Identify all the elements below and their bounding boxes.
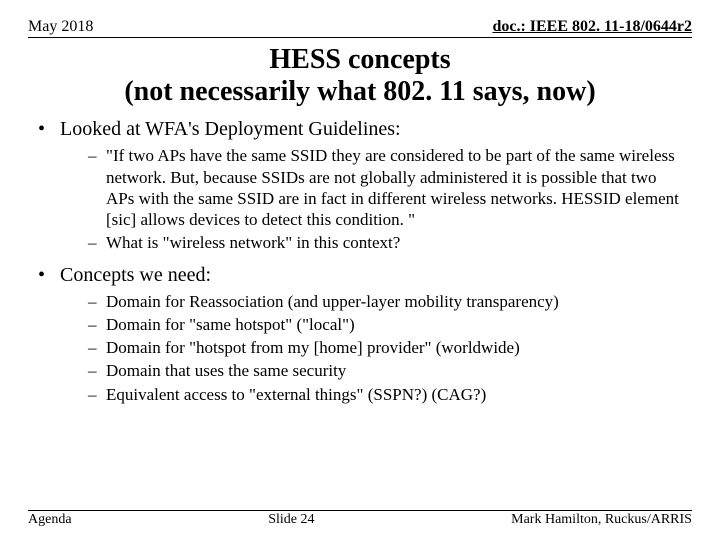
header-doc-id: doc.: IEEE 802. 11-18/0644r2 <box>492 18 692 36</box>
bullet-level1: • Looked at WFA's Deployment Guidelines: <box>38 118 692 141</box>
bullet-text: "If two APs have the same SSID they are … <box>106 145 682 230</box>
bullet-level2: – What is "wireless network" in this con… <box>88 232 682 253</box>
dash-marker: – <box>88 314 106 335</box>
bullet-text: What is "wireless network" in this conte… <box>106 232 400 253</box>
bullet-level2: – Domain for Reassociation (and upper-la… <box>88 291 682 312</box>
bullet-text: Equivalent access to "external things" (… <box>106 384 486 405</box>
dash-marker: – <box>88 360 106 381</box>
slide-header: May 2018 doc.: IEEE 802. 11-18/0644r2 <box>28 18 692 38</box>
bullet-text: Looked at WFA's Deployment Guidelines: <box>60 118 401 141</box>
bullet-level2: – "If two APs have the same SSID they ar… <box>88 145 682 230</box>
bullet-level2: – Equivalent access to "external things"… <box>88 384 682 405</box>
bullet-marker: • <box>38 264 60 287</box>
bullet-level2: – Domain that uses the same security <box>88 360 682 381</box>
bullet-level2: – Domain for "same hotspot" ("local") <box>88 314 682 335</box>
dash-marker: – <box>88 145 106 230</box>
bullet-text: Domain for "hotspot from my [home] provi… <box>106 337 520 358</box>
bullet-text: Concepts we need: <box>60 264 211 287</box>
bullet-level2: – Domain for "hotspot from my [home] pro… <box>88 337 682 358</box>
dash-marker: – <box>88 291 106 312</box>
dash-marker: – <box>88 337 106 358</box>
dash-marker: – <box>88 384 106 405</box>
slide-footer: Agenda Slide 24 Mark Hamilton, Ruckus/AR… <box>28 510 692 528</box>
footer-right: Mark Hamilton, Ruckus/ARRIS <box>511 512 692 528</box>
bullet-text: Domain that uses the same security <box>106 360 346 381</box>
bullet-level1: • Concepts we need: <box>38 264 692 287</box>
slide-title: HESS concepts (not necessarily what 802.… <box>28 44 692 108</box>
footer-center: Slide 24 <box>268 512 314 528</box>
title-line-2: (not necessarily what 802. 11 says, now) <box>28 76 692 108</box>
dash-marker: – <box>88 232 106 253</box>
bullet-text: Domain for "same hotspot" ("local") <box>106 314 355 335</box>
title-line-1: HESS concepts <box>28 44 692 76</box>
bullet-text: Domain for Reassociation (and upper-laye… <box>106 291 559 312</box>
bullet-marker: • <box>38 118 60 141</box>
footer-left: Agenda <box>28 512 72 528</box>
header-date: May 2018 <box>28 18 93 36</box>
